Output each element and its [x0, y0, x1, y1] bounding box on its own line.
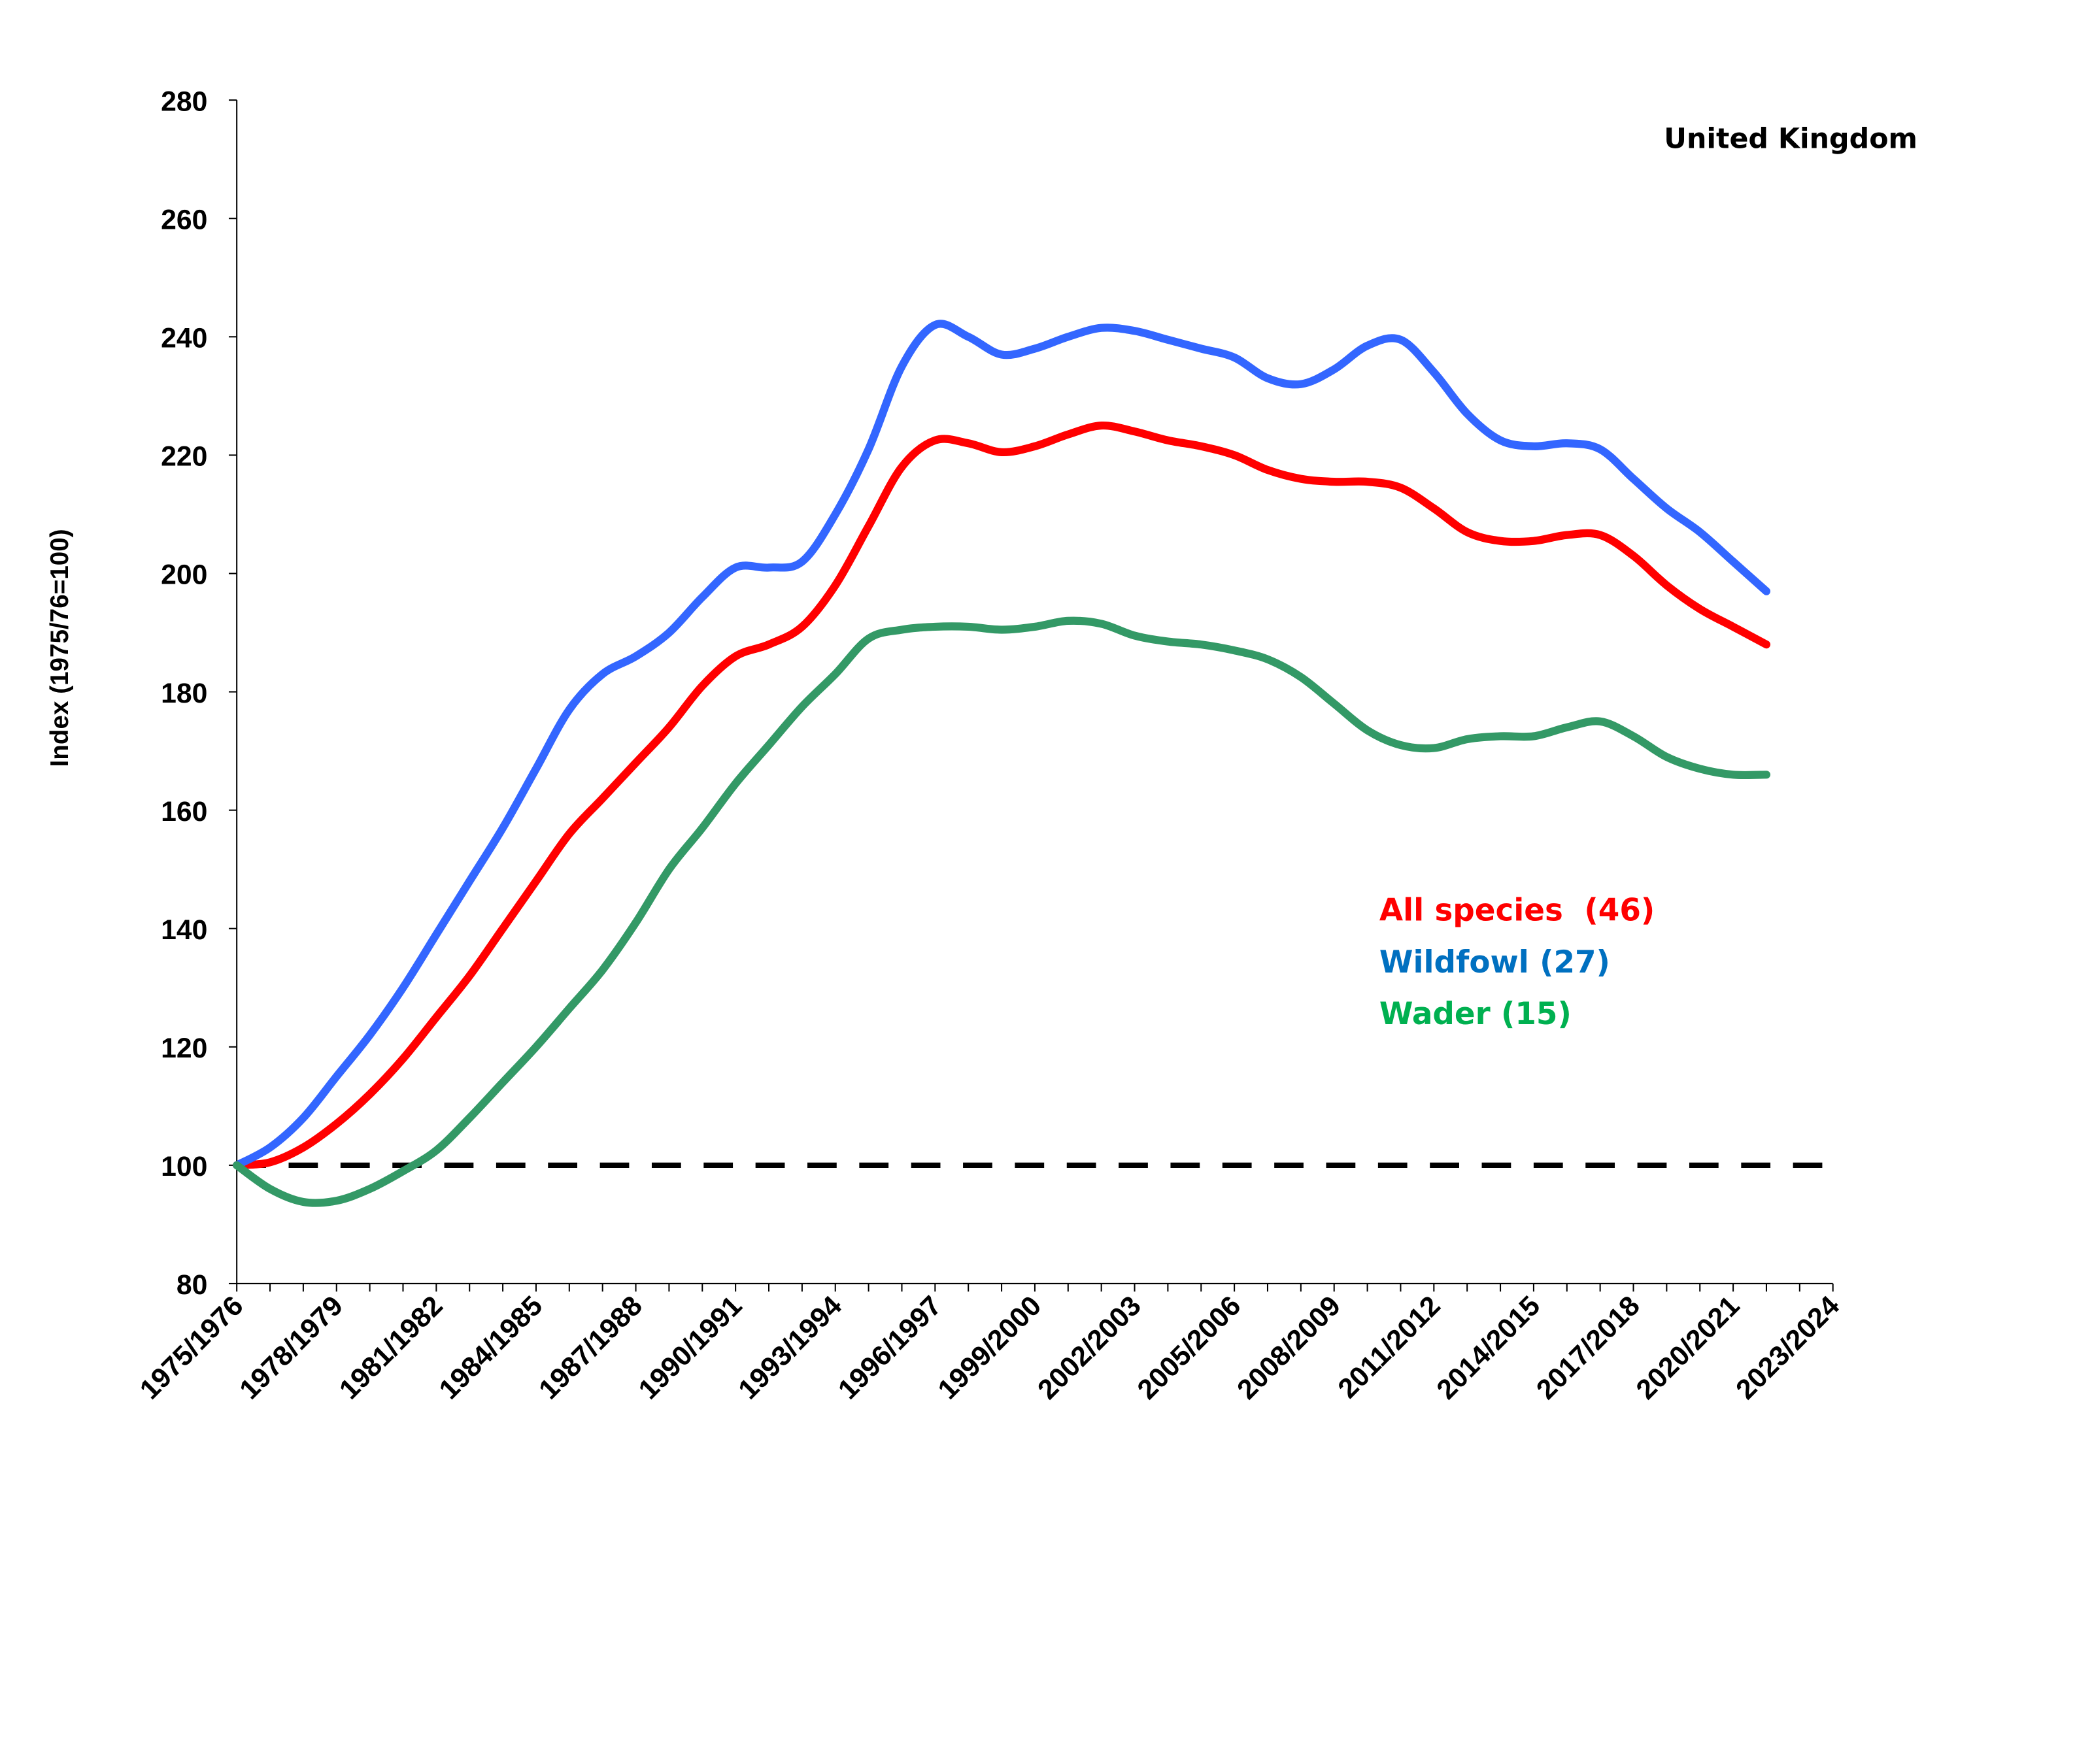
x-tick-label: 1993/1994: [732, 1290, 848, 1406]
x-tick-label: 2023/2024: [1730, 1290, 1846, 1406]
x-tick-label: 2008/2009: [1231, 1290, 1347, 1406]
x-tick-label: 1996/1997: [832, 1290, 948, 1406]
series-line-wader: [233, 616, 1771, 1207]
x-tick-label: 1984/1985: [433, 1290, 548, 1406]
x-tick-label: 2011/2012: [1332, 1290, 1447, 1405]
y-tick-label: 180: [161, 678, 207, 709]
x-tick-label: 1999/2000: [932, 1290, 1047, 1406]
y-tick-label: 160: [161, 796, 207, 827]
legend-wader: Wader (15): [1379, 997, 1572, 1032]
series-line-all-species: [233, 422, 1771, 1169]
x-tick-label: 2002/2003: [1032, 1290, 1147, 1406]
axes: 80 100 120 140 160 180 200 220 240 260 280 1975/197…: [134, 86, 1846, 1405]
x-tick-label: 1978/1979: [233, 1290, 349, 1406]
x-tick-label: 1975/1976: [134, 1290, 250, 1406]
legend-all-species: All species (46): [1379, 893, 1655, 929]
y-tick-label: 280: [161, 86, 207, 117]
y-tick-label: 100: [161, 1151, 207, 1182]
x-tick-label: 2017/2018: [1530, 1290, 1646, 1406]
legend: All species (46) Wildfowl (27) Wader (15…: [1379, 893, 1655, 1033]
y-tick-label: 260: [161, 205, 207, 236]
y-tick-label: 80: [177, 1269, 208, 1301]
x-tick-label: 1987/1988: [533, 1290, 649, 1406]
x-tick-label: 2014/2015: [1430, 1290, 1546, 1406]
y-tick-label: 240: [161, 323, 207, 354]
y-tick-label: 200: [161, 559, 207, 591]
x-tick-label: 1990/1991: [633, 1290, 749, 1406]
x-tick-label: 1981/1982: [333, 1290, 449, 1406]
series-line-wildfowl: [233, 320, 1771, 1169]
annotation-united-kingdom: United Kingdom: [1664, 122, 1917, 155]
y-tick-label: 120: [161, 1033, 207, 1064]
legend-wildfowl: Wildfowl (27): [1379, 945, 1610, 980]
x-tick-label: 2005/2006: [1132, 1290, 1247, 1406]
x-tick-label: 2020/2021: [1630, 1290, 1746, 1406]
ylabel: Index (1975/76=100): [46, 529, 74, 767]
y-tick-label: 140: [161, 914, 207, 946]
series-lines: [233, 320, 1771, 1207]
y-tick-label: 220: [161, 441, 207, 473]
